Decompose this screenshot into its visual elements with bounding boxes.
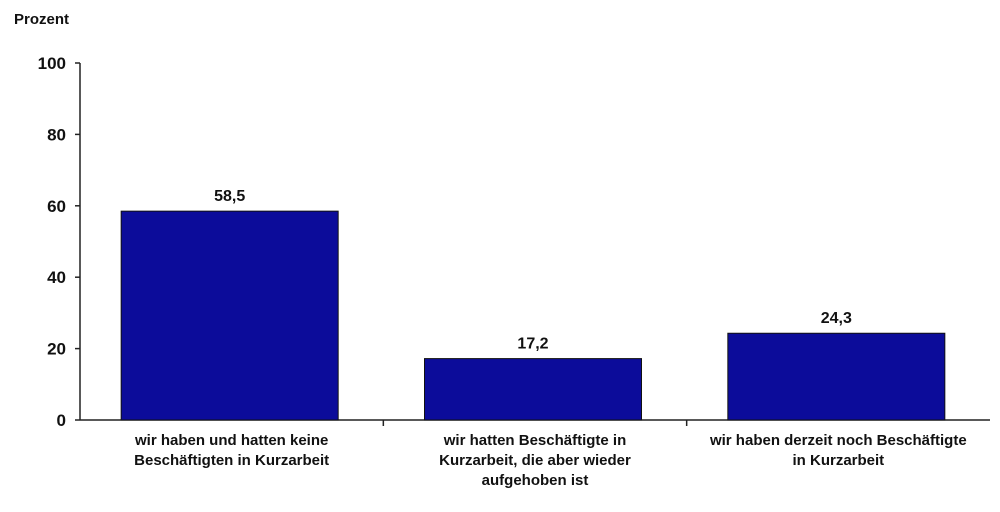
data-label: 58,5: [214, 188, 245, 205]
x-tick-label-line: aufgehoben ist: [482, 472, 589, 489]
x-tick-label: wir haben derzeit noch Beschäftigte in Ku…: [709, 432, 967, 469]
x-tick-label-line: wir haben und hatten keine: [134, 432, 328, 449]
data-label: 24,3: [821, 310, 852, 327]
y-tick-label: 20: [47, 340, 66, 359]
y-tick-label: 0: [57, 411, 66, 430]
x-tick-label-line: wir haben derzeit noch Beschäftigte: [709, 432, 967, 449]
y-axis-label: Prozent: [14, 11, 69, 28]
x-tick-label-line: Kurzarbeit, die aber wieder: [439, 452, 631, 469]
x-tick-label: wir haben und hatten keine Beschäftigten …: [134, 432, 329, 469]
x-tick-label-line: in Kurzarbeit: [792, 452, 884, 469]
bar: [727, 332, 946, 421]
y-tick-label: 100: [38, 54, 66, 73]
bar: [120, 210, 339, 421]
x-tick-label: wir hatten Beschäftigte in Kurzarbeit, di…: [439, 432, 631, 489]
data-label: 17,2: [517, 336, 548, 353]
bar: [424, 358, 642, 421]
x-tick-label-line: wir hatten Beschäftigte in: [443, 432, 627, 449]
y-tick-label: 80: [47, 125, 66, 144]
y-tick-label: 60: [47, 197, 66, 216]
y-tick-label: 40: [47, 268, 66, 287]
x-tick-label-line: Beschäftigten in Kurzarbeit: [134, 452, 329, 469]
